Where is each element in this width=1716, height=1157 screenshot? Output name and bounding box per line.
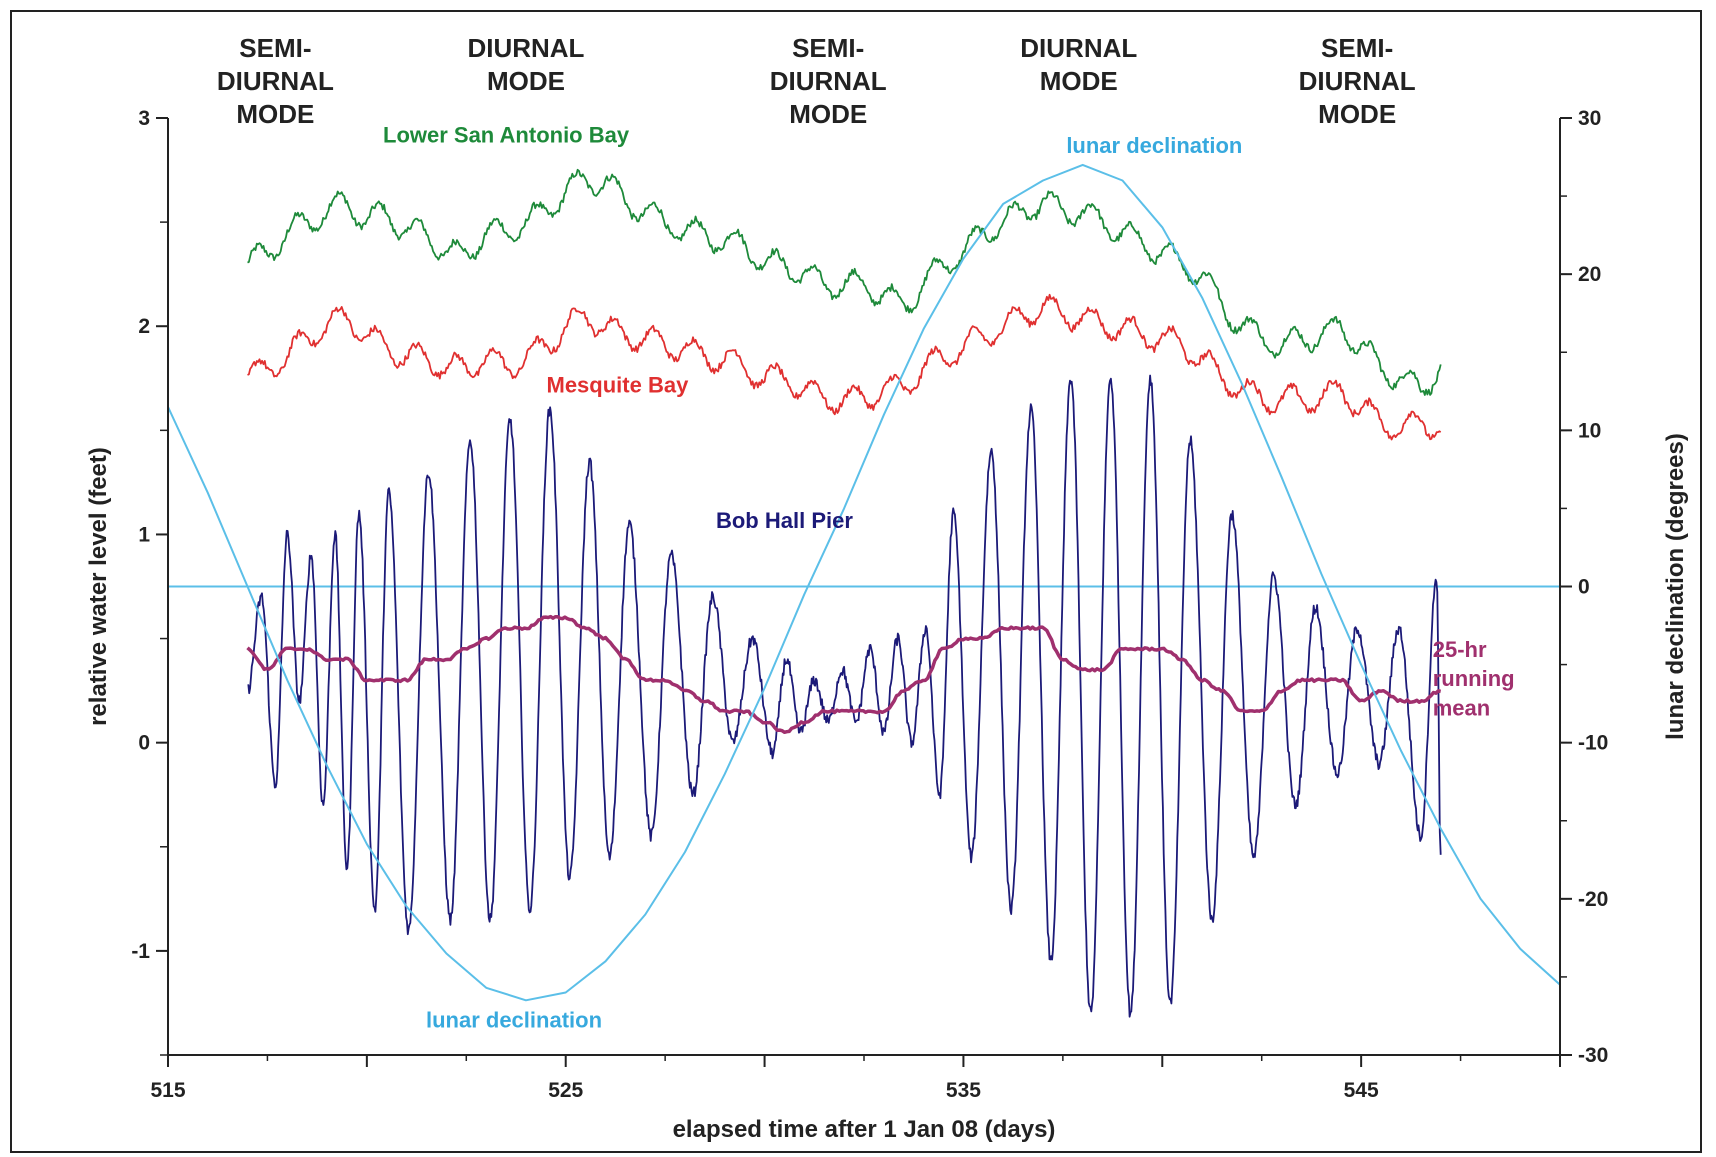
- series-line-25-hr-running-mean: [246, 614, 1442, 735]
- mode-label: DIURNAL MODE: [1020, 33, 1137, 96]
- series-line-mesquite-bay: [247, 293, 1442, 441]
- x-tick-label: 545: [1344, 1079, 1379, 1102]
- y-tick-label: -1: [131, 940, 150, 963]
- y2-axis-title: lunar declination (degrees): [1662, 433, 1689, 740]
- series-line-lower-san-antonio-bay: [247, 168, 1442, 396]
- series-annotation: 25-hr: [1433, 637, 1487, 662]
- series-line-bob-hall-pier: [247, 374, 1442, 1018]
- y-tick-label: 1: [138, 523, 150, 546]
- mode-label-line: SEMI-: [239, 33, 311, 63]
- mode-label-line: DIURNAL: [1020, 33, 1137, 63]
- y2-tick-label: -20: [1578, 888, 1608, 911]
- series-layer: [168, 163, 1560, 1018]
- x-tick-label: 515: [150, 1079, 185, 1102]
- x-tick-label: 535: [946, 1079, 981, 1102]
- mode-label: SEMI-DIURNAL MODE: [217, 33, 334, 129]
- y2-tick-label: 0: [1578, 576, 1590, 599]
- x-tick-label: 525: [548, 1079, 583, 1102]
- series-annotation: lunar declination: [1066, 133, 1242, 158]
- mode-label: SEMI-DIURNAL MODE: [1299, 33, 1416, 129]
- mode-label-line: DIURNAL: [217, 66, 334, 96]
- mode-label: SEMI-DIURNAL MODE: [770, 33, 887, 129]
- y2-tick-label: 30: [1578, 107, 1601, 130]
- mode-label-line: DIURNAL: [1299, 66, 1416, 96]
- mode-label-line: SEMI-: [792, 33, 864, 63]
- series-annotation: running: [1433, 666, 1515, 691]
- mode-label-line: MODE: [236, 99, 314, 129]
- y2-tick-label: -10: [1578, 732, 1608, 755]
- y2-tick-label: 20: [1578, 263, 1601, 286]
- y-tick-label: 3: [138, 107, 150, 130]
- mode-label-line: DIURNAL: [770, 66, 887, 96]
- y-tick-label: 2: [138, 315, 150, 338]
- series-line-lunar-declination: [168, 163, 1560, 1002]
- series-annotation: Bob Hall Pier: [716, 508, 853, 533]
- series-annotation: Mesquite Bay: [547, 373, 690, 398]
- series-annotation: lunar declination: [426, 1008, 602, 1033]
- series-annotation: mean: [1433, 695, 1490, 720]
- mode-label-line: MODE: [789, 99, 867, 129]
- mode-label-line: MODE: [1318, 99, 1396, 129]
- mode-label-line: MODE: [487, 66, 565, 96]
- series-group: [168, 163, 1560, 1018]
- series-annotation: Lower San Antonio Bay: [383, 123, 630, 148]
- mode-label: DIURNAL MODE: [467, 33, 584, 96]
- y2-tick-label: -30: [1578, 1044, 1608, 1067]
- mode-label-line: SEMI-: [1321, 33, 1393, 63]
- axes-layer: 515 525 535 5453210-13020100-10-20-30elapse…: [85, 107, 1689, 1143]
- y-axis-title: relative water level (feet): [85, 447, 112, 726]
- mode-label-line: DIURNAL: [467, 33, 584, 63]
- y2-tick-label: 10: [1578, 419, 1601, 442]
- y-tick-label: 0: [138, 732, 150, 755]
- x-axis-title: elapsed time after 1 Jan 08 (days): [673, 1116, 1056, 1143]
- mode-label-line: MODE: [1040, 66, 1118, 96]
